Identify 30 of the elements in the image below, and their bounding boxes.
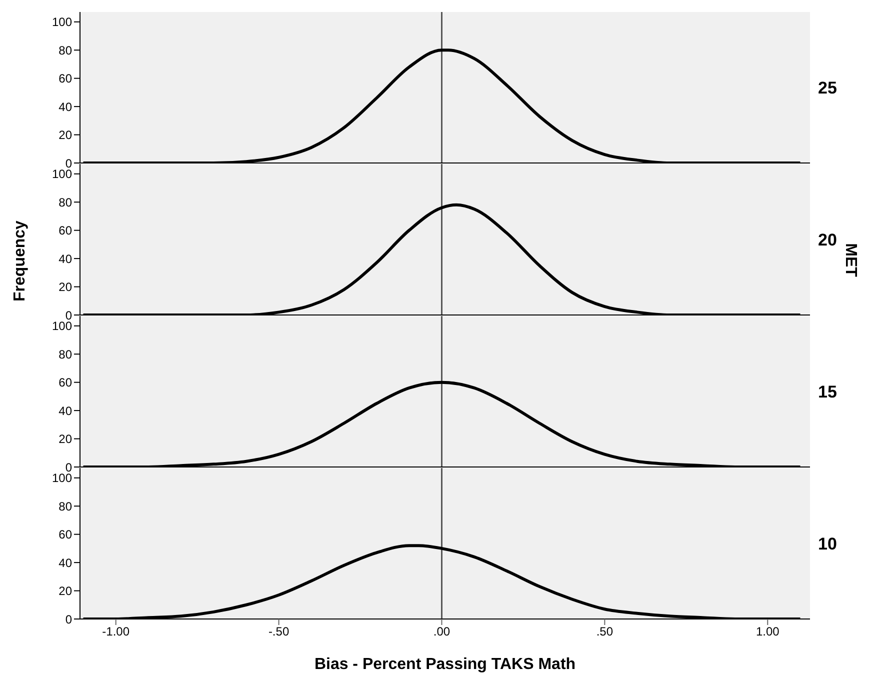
y-tick-label: 20: [58, 280, 72, 294]
y-tick-label: 60: [58, 72, 72, 86]
x-tick-label: .50: [596, 624, 614, 639]
y-tick-label: 80: [58, 347, 72, 362]
text: 15: [818, 382, 837, 402]
x-tick-label: -.50: [268, 624, 290, 639]
x-tick-label: .00: [433, 624, 450, 639]
y-tick-label: 100: [52, 15, 72, 30]
x-tick-label: -1.00: [102, 624, 130, 639]
y-tick-label: 80: [58, 43, 72, 58]
y-axis-title: Frequency: [11, 220, 29, 302]
y-tick-label: 60: [58, 376, 72, 390]
text: 20: [818, 230, 837, 250]
x-axis-title: Bias - Percent Passing TAKS Math: [313, 656, 577, 674]
x-tick-label: 1.00: [756, 624, 780, 639]
text: 10: [818, 534, 837, 554]
y-tick-label: 40: [58, 404, 72, 418]
y-tick-label: 20: [58, 432, 72, 446]
y-tick-label: 20: [58, 584, 72, 598]
y-tick-label: 40: [58, 252, 72, 266]
y-tick-label: 20: [58, 128, 72, 142]
y-tick-label: 40: [58, 556, 72, 570]
y-tick-label: 60: [58, 224, 72, 238]
text: 25: [818, 78, 837, 98]
y-tick-label: 40: [58, 100, 72, 114]
y-tick-label: 0: [65, 612, 72, 626]
y-tick-label: 80: [58, 499, 72, 514]
y-tick-label: 80: [58, 195, 72, 210]
y-tick-label: 60: [58, 528, 72, 542]
y2-axis-title: MET: [841, 243, 859, 277]
